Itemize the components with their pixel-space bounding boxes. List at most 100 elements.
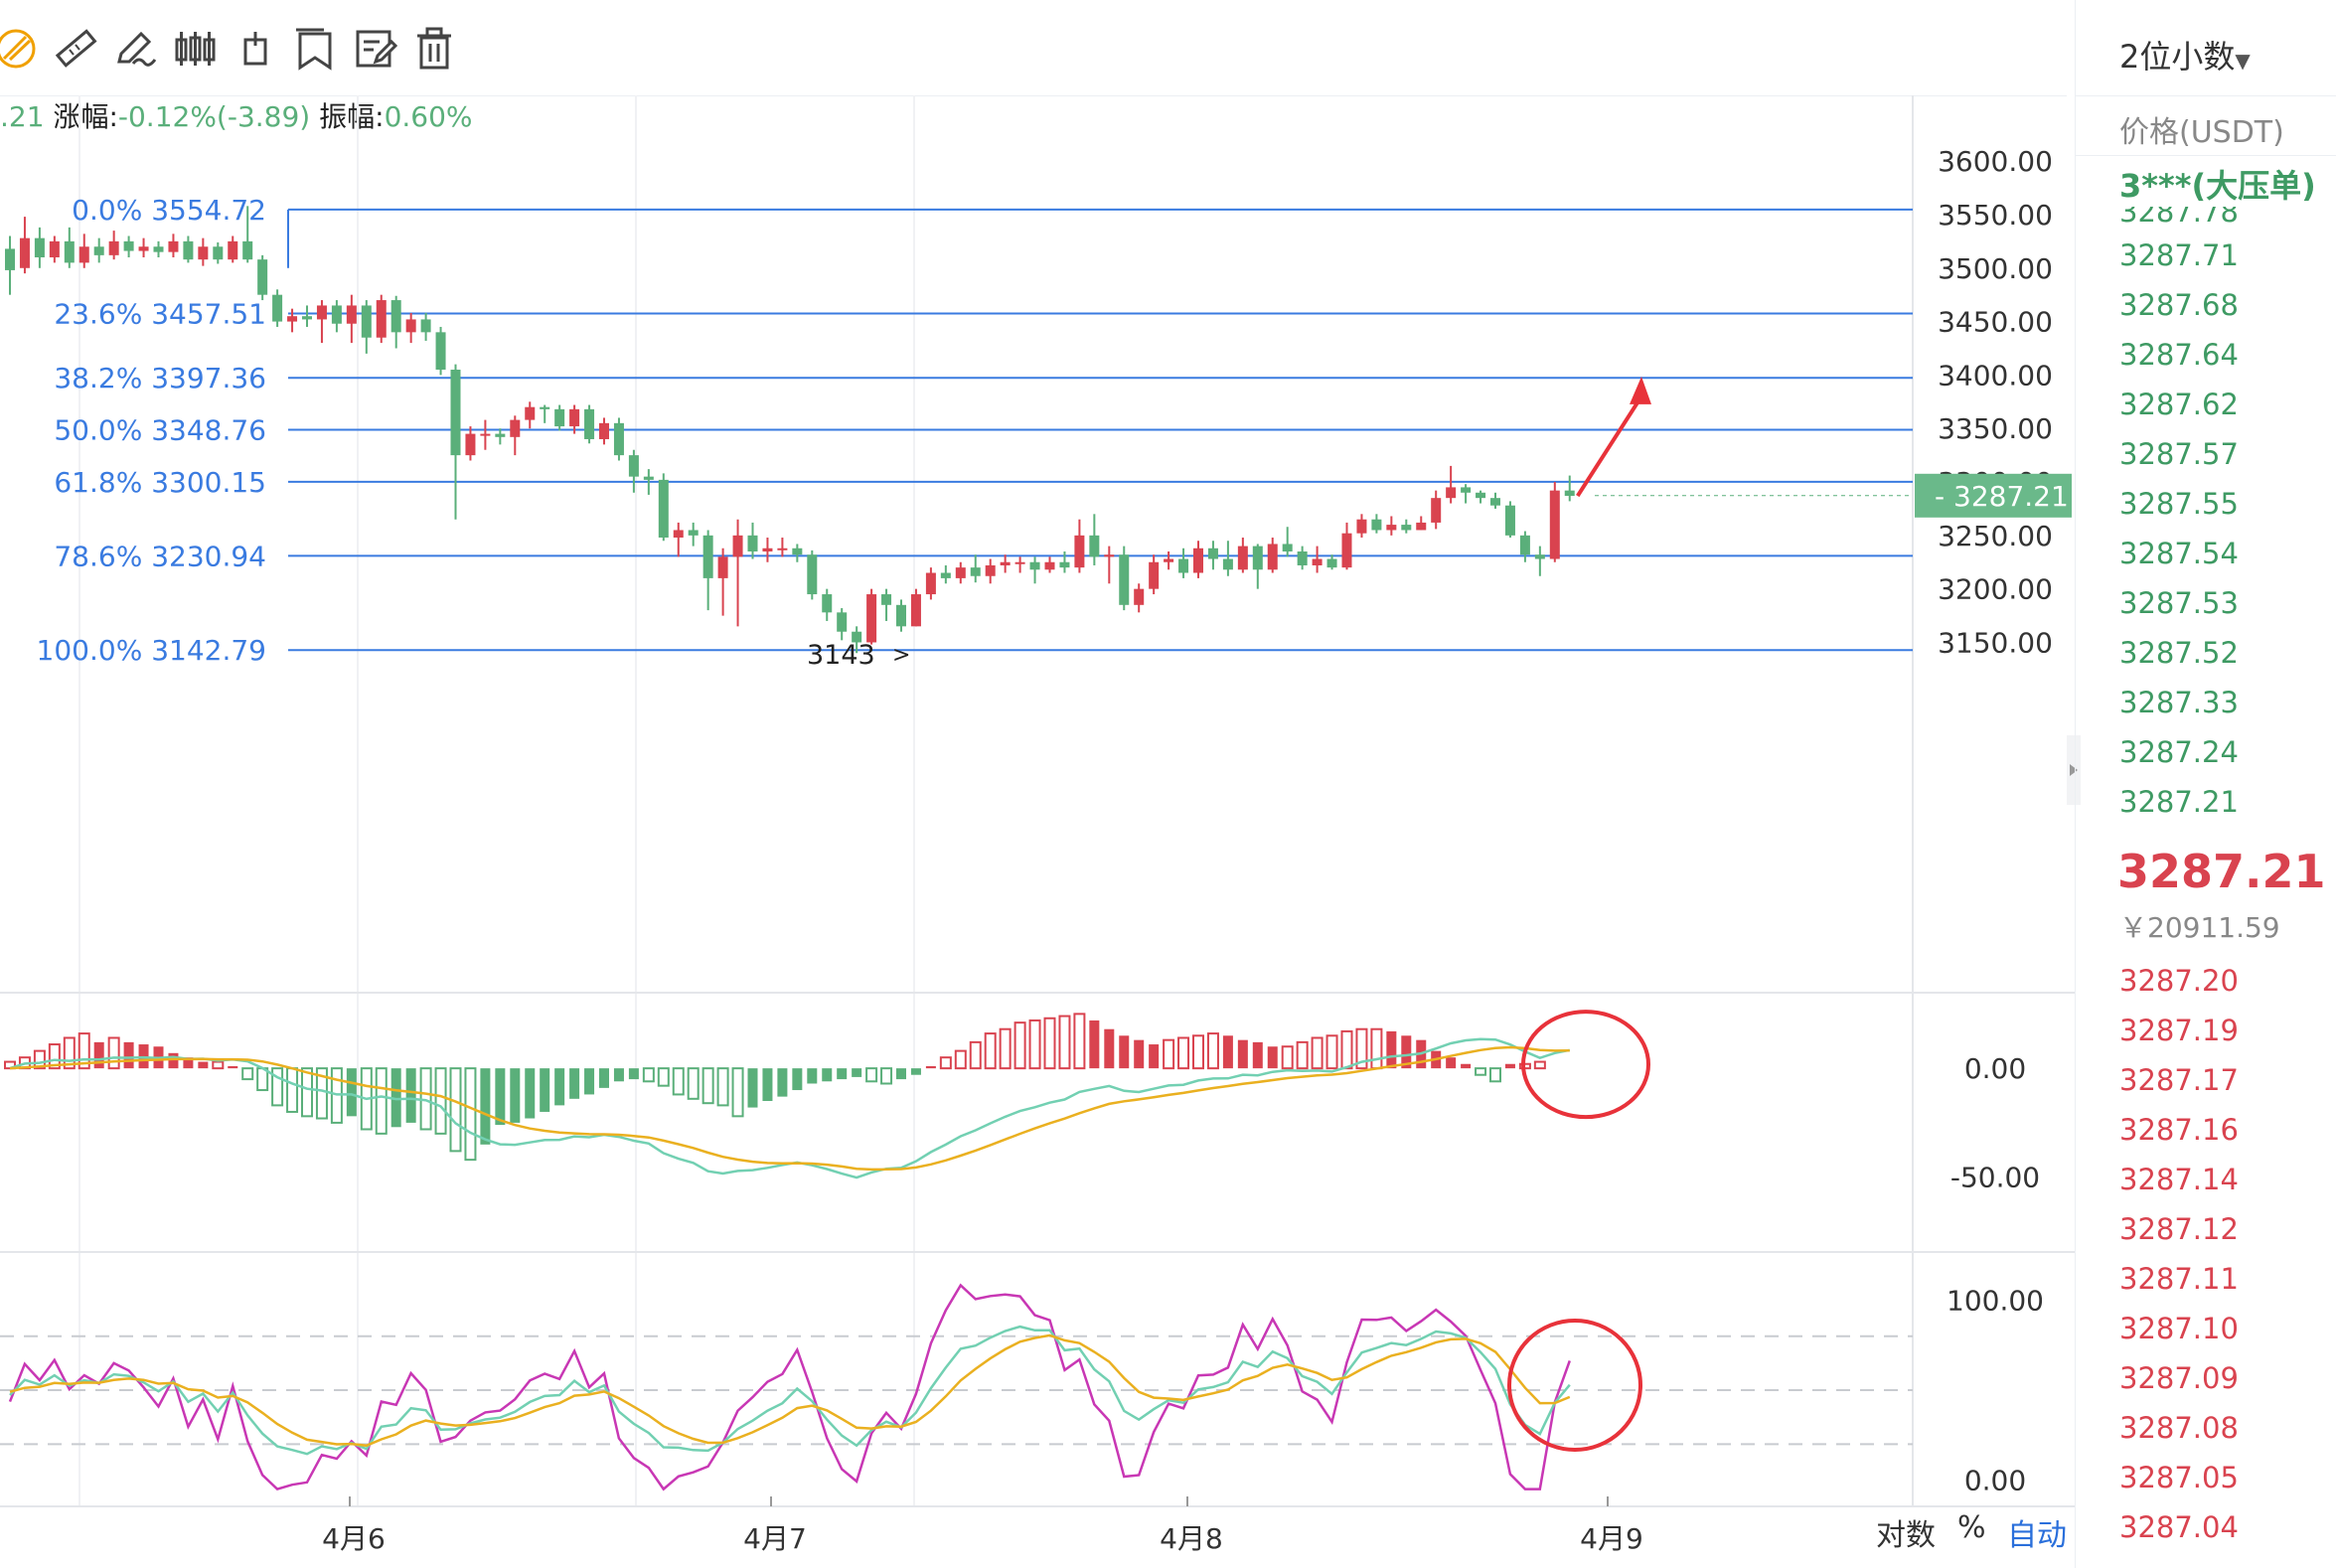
bid-row[interactable]: 3287.10 [2119,1312,2239,1345]
macd-histogram-bar [642,1067,655,1083]
bid-row[interactable]: 3287.14 [2119,1163,2239,1196]
last-price-fragment: .21 [0,100,45,133]
candle-body [287,316,298,322]
macd-highlight-circle [1521,1010,1650,1120]
macd-histogram-bar [807,1068,818,1084]
bid-row[interactable]: 3287.19 [2119,1014,2239,1047]
macd-histogram-bar [701,1067,714,1105]
ask-row[interactable]: 3287.24 [2119,735,2239,769]
candle-body [361,305,372,338]
macd-histogram-bar [183,1057,194,1069]
kdj-panel: 100.00 0.00 [0,1283,2044,1497]
candle-body [168,240,179,252]
kdj-tick: 100.00 [1947,1285,2044,1318]
candle-body [405,319,416,333]
bid-row[interactable]: 3287.20 [2119,964,2239,998]
change-value: -0.12%(-3.89) [117,100,311,133]
candle-body [495,433,506,437]
candle-body [569,408,580,427]
ask-row[interactable]: 3287.52 [2119,636,2239,670]
bid-row[interactable]: 3287.04 [2119,1510,2239,1544]
candle-body [702,535,713,578]
trading-chart[interactable]: 0.0% 3554.72 23.6% 3457.51 38.2% 3397.36 50… [0,95,2075,1568]
bid-row[interactable]: 3287.09 [2119,1361,2239,1395]
decimals-select[interactable]: 2位小数▼ [2119,38,2251,76]
candle-body [1297,550,1308,565]
candle-body [866,594,877,643]
bid-row[interactable]: 3287.16 [2119,1113,2239,1147]
macd-histogram-bar [865,1067,878,1083]
chart-grid [0,95,2075,1507]
low-price-marker: 3143 [807,640,875,671]
tag-icon[interactable] [231,24,280,74]
macd-histogram-bar [375,1067,388,1135]
percent-scale-toggle[interactable]: % [1957,1510,1986,1545]
candle-body [777,548,788,550]
ask-row[interactable]: 3287.53 [2119,586,2239,620]
ask-row[interactable]: 3287.57 [2119,437,2239,471]
fib-level-label: 100.0% 3142.79 [37,634,266,667]
drawing-toolbar [0,0,2067,96]
ask-row[interactable]: 3287.71 [2119,238,2239,272]
candle-body [717,556,728,578]
candle-body [1119,554,1130,605]
macd-histogram-bar [4,1060,16,1070]
macd-histogram-bar [657,1067,670,1087]
candle-body [584,408,595,439]
candle-body [228,240,238,260]
collapse-panel-handle[interactable] [2067,735,2081,805]
candle-body [1149,561,1160,589]
macd-histogram-bar [613,1068,624,1082]
log-scale-toggle[interactable]: 对数 [1876,1518,1936,1553]
macd-histogram-bar [434,1067,447,1135]
chevron-down-icon: ▼ [2235,49,2251,73]
macd-histogram-bar [315,1067,328,1120]
candle-body [1104,554,1115,557]
price-axis: 3600.00 3550.00 3500.00 3450.00 3400.00 3350.… [322,145,2072,1555]
candle-body [1356,519,1367,534]
macd-histogram-bar [1192,1034,1204,1070]
macd-histogram-bar [1104,1028,1115,1069]
ask-row[interactable]: 3287.55 [2119,487,2239,521]
ruler-icon[interactable] [52,24,101,74]
candle-body [1564,490,1575,497]
ask-row[interactable]: 3287.64 [2119,338,2239,372]
edit-note-icon[interactable] [350,24,399,74]
ask-row[interactable]: 3287.21 [2119,785,2239,819]
ask-row[interactable]: 3287.68 [2119,288,2239,322]
candle-body [1178,558,1189,573]
macd-histogram-bar [168,1052,179,1069]
pen-icon[interactable] [109,24,159,74]
last-price-tag [1915,473,2072,518]
candle-body [1164,558,1174,562]
candle-body [1252,546,1263,570]
candle-body [123,240,134,251]
auto-scale-toggle[interactable]: 自动 [2007,1518,2067,1553]
candle-body [302,316,312,320]
bid-row[interactable]: 3287.05 [2119,1461,2239,1494]
bid-row[interactable]: 3287.17 [2119,1063,2239,1097]
macd-histogram-bar [107,1036,120,1070]
ruler-icon[interactable] [0,24,46,74]
macd-histogram-bar [123,1041,134,1069]
trash-icon[interactable] [409,24,459,74]
bid-row[interactable]: 3287.08 [2119,1411,2239,1445]
candlestick-icon[interactable] [171,24,221,74]
candle-body [183,240,194,260]
fib-level-label: 61.8% 3300.15 [54,466,266,499]
candle-body [1222,558,1233,570]
bid-row[interactable]: 3287.12 [2119,1212,2239,1246]
ask-row[interactable]: 3287.62 [2119,388,2239,421]
candle-body [257,259,268,295]
ask-row[interactable]: 3287.54 [2119,537,2239,570]
target-arrow-head [1630,376,1651,404]
time-tick-label: 4月6 [322,1522,386,1555]
cny-price: ￥20911.59 [2119,911,2280,944]
bid-row[interactable]: 3287.11 [2119,1262,2239,1296]
macd-histogram-bar [777,1068,788,1097]
price-tick: 3500.00 [1938,252,2053,285]
candle-body [1282,544,1293,551]
macd-histogram-bar [78,1032,90,1070]
bookmark-icon[interactable] [290,24,340,74]
ask-row[interactable]: 3287.33 [2119,686,2239,719]
